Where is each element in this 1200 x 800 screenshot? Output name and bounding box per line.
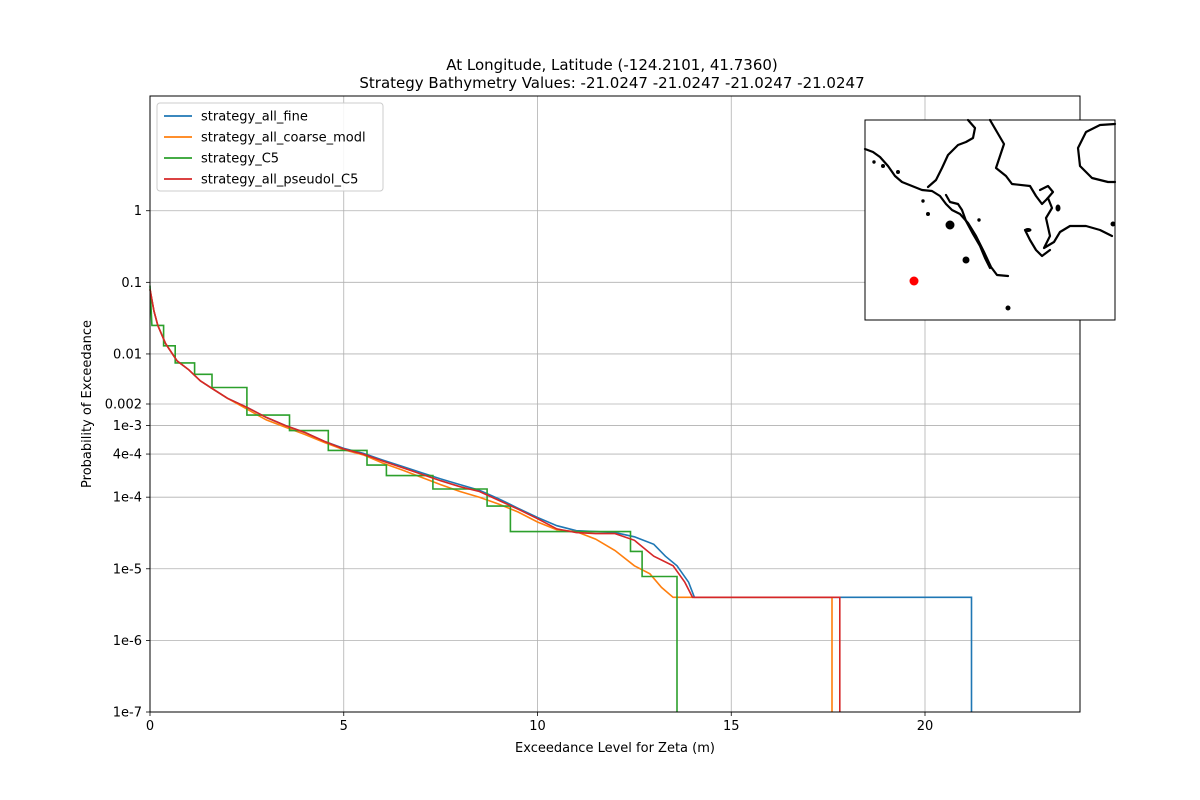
- inset-map: [863, 118, 1117, 321]
- y-tick-label: 1: [134, 204, 142, 219]
- x-axis-ticks: 0 5 10 15 20: [146, 712, 933, 734]
- data-series: [149, 285, 973, 712]
- y-axis-ticks: 1 0.1 0.01 0.002 1e-3 4e-4 1e-4 1e-5 1e-6 1e-7: [105, 204, 150, 721]
- coastline-outline: [863, 118, 1117, 278]
- y-tick-label: 1e-4: [113, 491, 142, 506]
- x-tick-label: 20: [917, 719, 934, 734]
- y-tick-label: 0.01: [113, 347, 142, 362]
- x-tick-label: 10: [529, 719, 546, 734]
- chart-title-line-2: Strategy Bathymetry Values: -21.0247 -21…: [359, 74, 864, 92]
- legend-label: strategy_all_fine: [201, 110, 308, 125]
- legend-label: strategy_all_coarse_modl: [201, 131, 366, 146]
- legend: strategy_all_fine strategy_all_coarse_mod…: [156, 102, 384, 192]
- y-tick-label: 1e-5: [113, 562, 142, 577]
- y-tick-label: 1e-3: [113, 419, 142, 434]
- y-tick-label: 0.002: [105, 398, 142, 413]
- x-tick-label: 0: [146, 719, 154, 734]
- x-axis-label: Exceedance Level for Zeta (m): [515, 741, 715, 756]
- legend-label: strategy_C5: [201, 152, 279, 167]
- chart-title-line-1: At Longitude, Latitude (-124.2101, 41.73…: [446, 56, 778, 74]
- x-tick-label: 15: [723, 719, 740, 734]
- y-tick-label: 1e-6: [113, 634, 142, 649]
- location-marker: [909, 276, 919, 286]
- series-line-strategy_all_pseudol_C5: [149, 289, 841, 712]
- legend-label: strategy_all_pseudol_C5: [201, 173, 358, 188]
- x-tick-label: 5: [340, 719, 348, 734]
- y-tick-label: 1e-7: [113, 706, 142, 721]
- y-tick-label: 0.1: [121, 276, 142, 291]
- y-axis-label: Probability of Exceedance: [80, 320, 95, 488]
- y-tick-label: 4e-4: [113, 448, 142, 463]
- legend-box: [156, 102, 384, 192]
- coastline-islands: [872, 160, 1116, 311]
